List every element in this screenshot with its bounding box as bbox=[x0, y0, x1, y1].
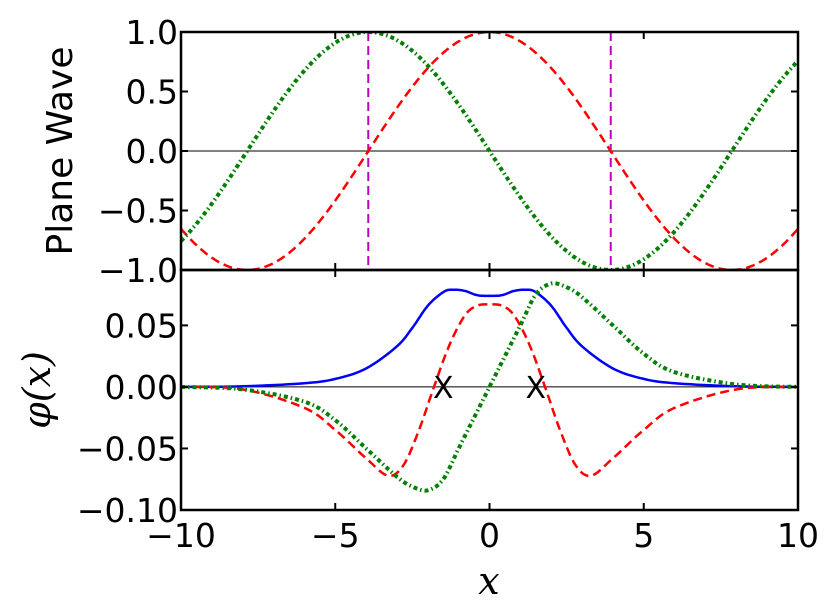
y-tick-label: 0.05 bbox=[105, 306, 178, 345]
x-tick-label: 0 bbox=[479, 516, 500, 555]
x-tick-label: −10 bbox=[146, 516, 216, 555]
y-tick-label: 0.5 bbox=[126, 73, 178, 112]
series-line-0 bbox=[181, 32, 798, 270]
phi-ylabel: φ(x) bbox=[15, 351, 59, 429]
x-axis-label: x bbox=[478, 559, 499, 603]
plot-area bbox=[181, 281, 798, 493]
node-marker: X bbox=[433, 371, 454, 406]
y-tick-label: 0.0 bbox=[126, 132, 178, 171]
y-tick-label: 0.00 bbox=[105, 368, 178, 407]
x-tick-label: 5 bbox=[633, 516, 654, 555]
wavefunction-panel: X X 0.05 0.00 −0.05 −0.10−10 −5 0 5 10 bbox=[77, 268, 819, 555]
x-tick-label: 10 bbox=[777, 516, 819, 555]
series-line-1 bbox=[181, 32, 798, 270]
x-tick-label: −5 bbox=[311, 516, 360, 555]
y-tick-label: −0.5 bbox=[98, 192, 178, 231]
plot-area bbox=[181, 32, 798, 270]
y-tick-label: −0.05 bbox=[77, 429, 178, 468]
plane-wave-panel: 1.0 0.5 0.0 −0.5 −1.0 bbox=[98, 13, 800, 290]
y-tick-label: −0.10 bbox=[77, 491, 178, 530]
y-tick-label: 1.0 bbox=[126, 13, 178, 52]
series-line-0 bbox=[181, 288, 798, 389]
plane-wave-ylabel: Plane Wave bbox=[40, 47, 81, 256]
node-marker: X bbox=[525, 371, 546, 406]
y-tick-label: −1.0 bbox=[98, 251, 178, 290]
